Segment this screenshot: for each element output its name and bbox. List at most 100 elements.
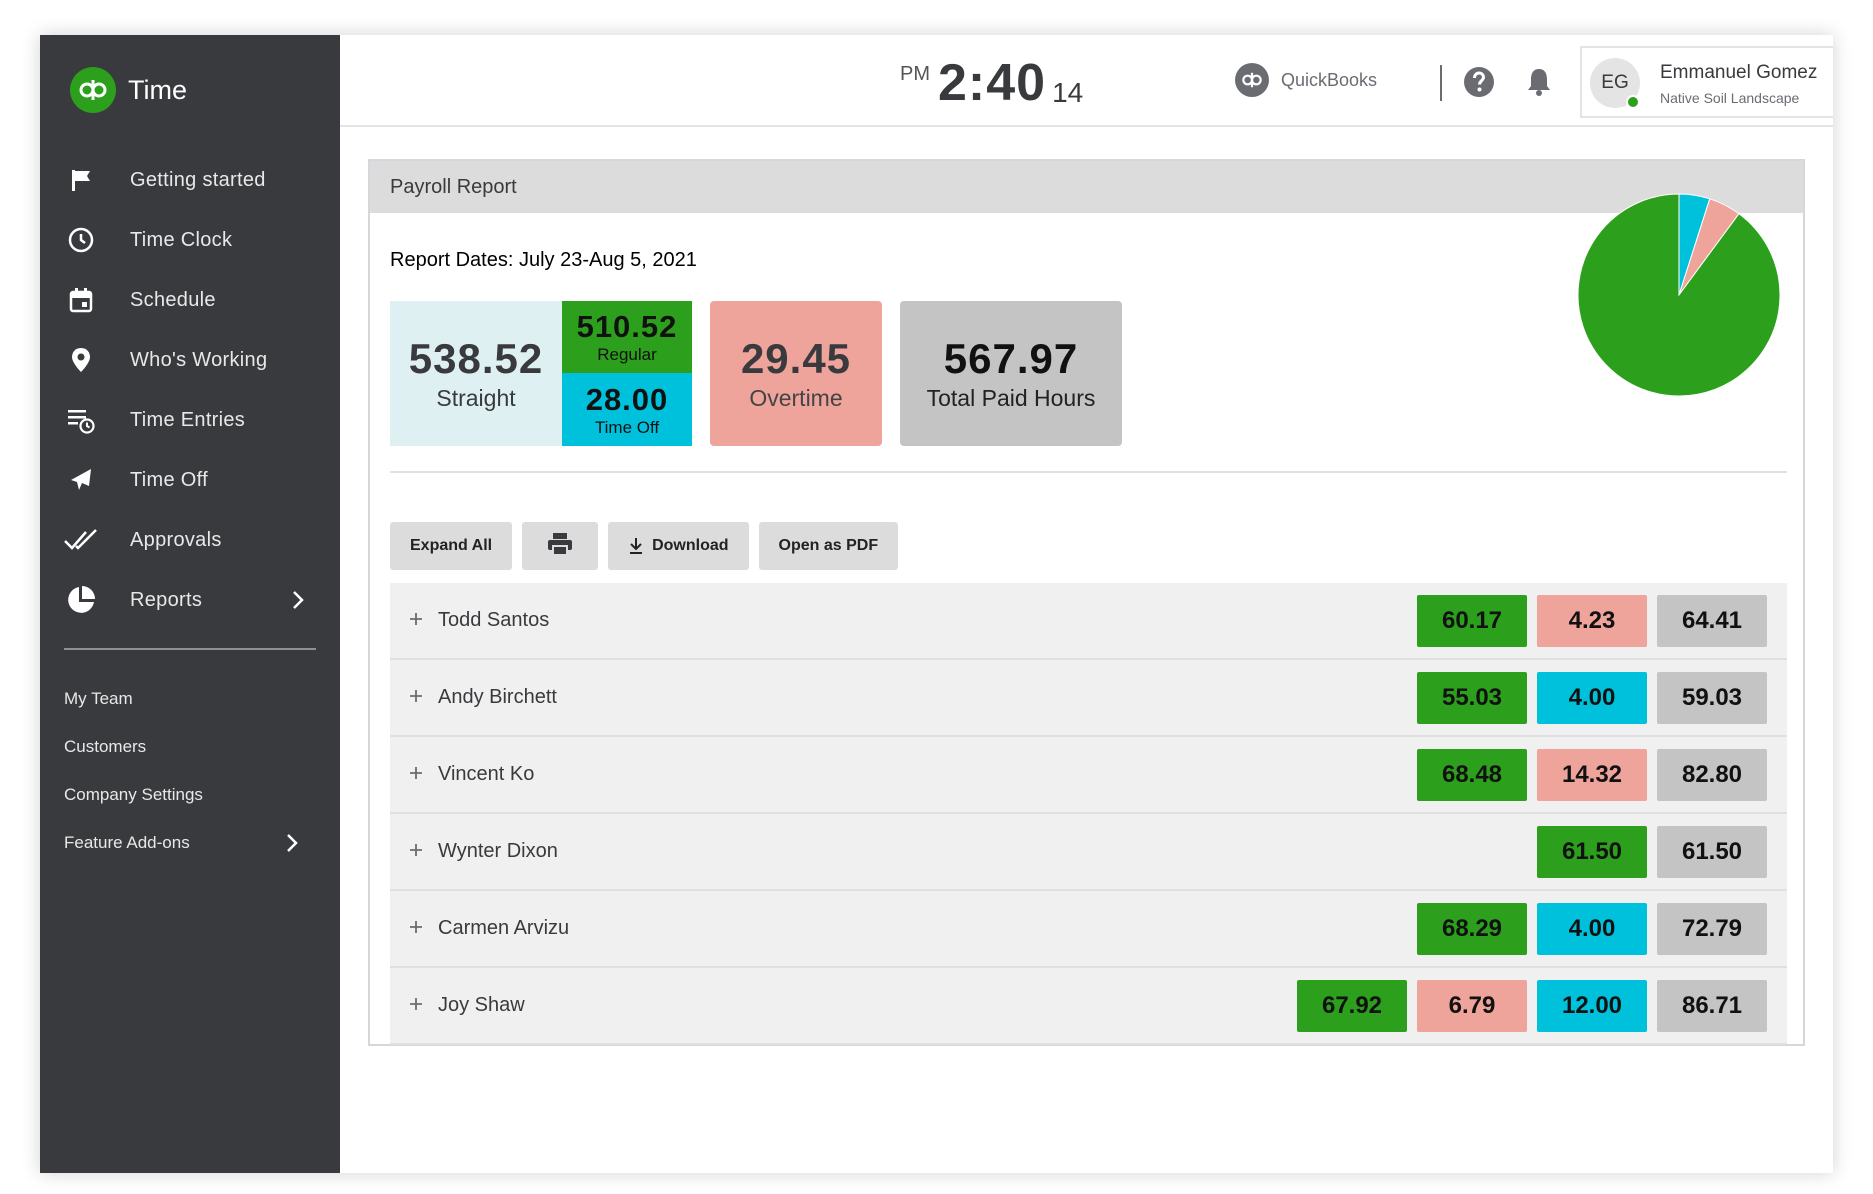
- table-row[interactable]: Joy Shaw 67.92 6.79 12.00 86.71: [390, 968, 1787, 1045]
- sidebar-item-label: Who's Working: [130, 348, 268, 371]
- sidebar-item-company-settings[interactable]: Company Settings: [40, 771, 340, 819]
- quickbooks-logo-icon: [70, 67, 116, 113]
- sidebar-item-schedule[interactable]: Schedule: [40, 270, 340, 330]
- sidebar-item-time-clock[interactable]: Time Clock: [40, 210, 340, 270]
- time-off-hours-tile: 28.00 Time Off: [562, 373, 692, 446]
- employee-list: Todd Santos 60.17 4.23 64.41 Andy Birchett 55…: [390, 583, 1787, 1045]
- hours-cell-gray: 72.79: [1657, 903, 1767, 955]
- sidebar-item-label: Reports: [130, 588, 203, 611]
- hours-cell-green: 55.03: [1417, 672, 1527, 724]
- download-button[interactable]: Download: [608, 522, 749, 570]
- quickbooks-link[interactable]: QuickBooks: [1235, 63, 1377, 97]
- double-check-icon: [64, 523, 98, 557]
- sidebar-item-approvals[interactable]: Approvals: [40, 510, 340, 570]
- sidebar-item-customers[interactable]: Customers: [40, 723, 340, 771]
- app-name: Time: [128, 74, 187, 105]
- report-dates: Report Dates: July 23-Aug 5, 2021: [390, 249, 697, 271]
- expand-plus-icon[interactable]: [406, 917, 426, 937]
- avatar: EG: [1590, 58, 1640, 108]
- bell-icon[interactable]: [1522, 65, 1556, 99]
- sidebar-item-label: Time Entries: [130, 408, 246, 431]
- time-entries-icon: [64, 403, 98, 437]
- expand-plus-icon[interactable]: [406, 840, 426, 860]
- straight-hours-tile: 538.52 Straight: [390, 301, 562, 446]
- total-paid-hours-tile: 567.97 Total Paid Hours: [900, 301, 1122, 446]
- user-menu[interactable]: EG Emmanuel Gomez Native Soil Landscape: [1580, 46, 1833, 118]
- hours-cell-green: 68.29: [1417, 903, 1527, 955]
- printer-icon: [546, 531, 574, 562]
- table-row[interactable]: Vincent Ko 68.48 14.32 82.80: [390, 737, 1787, 814]
- flag-icon: [64, 163, 98, 197]
- report-toolbar: Expand All Download Open as PDF: [390, 522, 908, 570]
- report-header: Payroll Report: [370, 161, 1803, 213]
- sidebar: Time Getting started Time Clock Schedule: [40, 35, 340, 1173]
- hours-cells: 55.03 4.00 59.03: [1407, 672, 1767, 724]
- total-paid-hours-label: Total Paid Hours: [926, 385, 1096, 411]
- employee-name: Todd Santos: [438, 609, 550, 631]
- hours-cell-green: 61.50: [1537, 826, 1647, 878]
- hours-cell-gray: 86.71: [1657, 980, 1767, 1032]
- expand-plus-icon[interactable]: [406, 994, 426, 1014]
- print-button[interactable]: [522, 522, 599, 570]
- user-name: Emmanuel Gomez: [1660, 62, 1818, 83]
- hours-cell-green: 67.92: [1297, 980, 1407, 1032]
- app-window: Time Getting started Time Clock Schedule: [40, 35, 1833, 1173]
- sidebar-item-label: Time Off: [130, 468, 208, 491]
- hours-cells: 68.29 4.00 72.79: [1407, 903, 1767, 955]
- header-divider: [1440, 65, 1442, 101]
- clock-seconds: 14: [1052, 77, 1084, 108]
- sidebar-item-label: My Team: [64, 689, 133, 708]
- hours-cell-green: 68.48: [1417, 749, 1527, 801]
- user-company: Native Soil Landscape: [1660, 90, 1800, 106]
- brand[interactable]: Time: [70, 67, 187, 113]
- table-row[interactable]: Todd Santos 60.17 4.23 64.41: [390, 583, 1787, 660]
- calendar-icon: [64, 283, 98, 317]
- clock-time: 2:40: [938, 54, 1047, 112]
- sidebar-item-getting-started[interactable]: Getting started: [40, 150, 340, 210]
- expand-plus-icon[interactable]: [406, 763, 426, 783]
- sidebar-nav: Getting started Time Clock Schedule Who'…: [40, 150, 340, 630]
- hours-cell-gray: 64.41: [1657, 595, 1767, 647]
- pie-chart-icon: [64, 583, 98, 617]
- hours-cell-cyan: 4.00: [1537, 672, 1647, 724]
- sidebar-item-reports[interactable]: Reports: [40, 570, 340, 630]
- sidebar-item-whos-working[interactable]: Who's Working: [40, 330, 340, 390]
- regular-hours-value: 510.52: [576, 309, 678, 344]
- overtime-hours-value: 29.45: [740, 335, 852, 382]
- hours-cells: 68.48 14.32 82.80: [1407, 749, 1767, 801]
- regular-hours-label: Regular: [597, 345, 657, 364]
- employee-name: Vincent Ko: [438, 763, 535, 785]
- sidebar-divider: [64, 648, 316, 650]
- hours-cells: 61.50 61.50: [1527, 826, 1767, 878]
- hours-cell-gray: 59.03: [1657, 672, 1767, 724]
- overtime-hours-label: Overtime: [749, 385, 843, 411]
- open-as-pdf-button[interactable]: Open as PDF: [758, 522, 899, 570]
- time-off-hours-value: 28.00: [585, 381, 669, 417]
- help-icon[interactable]: [1462, 65, 1496, 99]
- straight-hours-label: Straight: [436, 385, 516, 411]
- expand-plus-icon[interactable]: [406, 686, 426, 706]
- sidebar-item-label: Approvals: [130, 528, 222, 551]
- regular-hours-tile: 510.52 Regular: [562, 301, 692, 373]
- download-label: Download: [652, 537, 729, 554]
- table-row[interactable]: Wynter Dixon 61.50 61.50: [390, 814, 1787, 891]
- hours-cell-gray: 61.50: [1657, 826, 1767, 878]
- sidebar-item-my-team[interactable]: My Team: [40, 675, 340, 723]
- expand-all-button[interactable]: Expand All: [390, 522, 513, 570]
- expand-plus-icon[interactable]: [406, 609, 426, 629]
- live-clock: PM 2:40 14: [900, 53, 1083, 109]
- payroll-report-card: Payroll Report Report Dates: July 23-Aug…: [368, 159, 1805, 1046]
- sidebar-item-time-entries[interactable]: Time Entries: [40, 390, 340, 450]
- hours-cell-cyan: 12.00: [1537, 980, 1647, 1032]
- sidebar-item-label: Getting started: [130, 168, 266, 191]
- sidebar-item-time-off[interactable]: Time Off: [40, 450, 340, 510]
- table-row[interactable]: Carmen Arvizu 68.29 4.00 72.79: [390, 891, 1787, 968]
- download-icon: [628, 537, 644, 555]
- sidebar-item-feature-add-ons[interactable]: Feature Add-ons: [40, 819, 340, 867]
- sidebar-item-label: Feature Add-ons: [64, 833, 190, 852]
- clock-ampm: PM: [900, 63, 930, 85]
- straight-hours-value: 538.52: [408, 335, 544, 382]
- pie-slice-regular: [1577, 193, 1781, 397]
- table-row[interactable]: Andy Birchett 55.03 4.00 59.03: [390, 660, 1787, 737]
- online-status-dot: [1626, 95, 1640, 109]
